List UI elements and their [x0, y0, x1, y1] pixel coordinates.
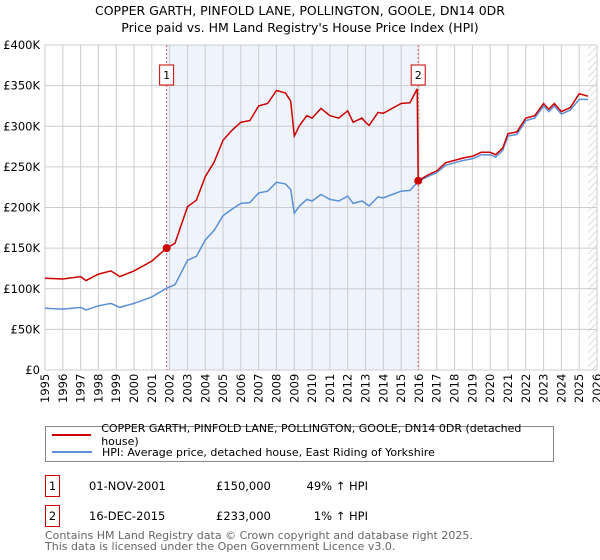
x-tick-label: 2012	[341, 374, 355, 403]
chart-title: COPPER GARTH, PINFOLD LANE, POLLINGTON, …	[94, 3, 505, 18]
transaction-row: 1 01-NOV-2001 £150,000 49% ↑ HPI	[45, 475, 445, 497]
legend-item-property: COPPER GARTH, PINFOLD LANE, POLLINGTON, …	[52, 422, 553, 448]
x-tick-label: 2000	[127, 374, 141, 403]
x-tick-label: 2026	[590, 374, 600, 403]
legend-swatch-blue	[52, 451, 92, 453]
footer-licence: This data is licensed under the Open Gov…	[45, 540, 396, 553]
x-tick-label: 2006	[234, 374, 248, 403]
legend-label: COPPER GARTH, PINFOLD LANE, POLLINGTON, …	[101, 422, 522, 448]
transaction-hpi: 49% ↑ HPI	[306, 479, 368, 493]
legend: COPPER GARTH, PINFOLD LANE, POLLINGTON, …	[45, 422, 554, 462]
x-tick-label: 2017	[430, 374, 444, 403]
y-tick-label: £400K	[3, 38, 40, 52]
marker-badge-label: 2	[415, 69, 422, 82]
x-tick-label: 2020	[483, 374, 497, 403]
x-tick-label: 2002	[163, 374, 177, 403]
y-tick-label: £350K	[3, 79, 40, 93]
x-tick-label: 2019	[465, 374, 479, 403]
x-tick-label: 2014	[376, 374, 390, 403]
x-tick-label: 2018	[448, 374, 462, 403]
y-tick-label: £50K	[11, 322, 41, 336]
x-tick-label: 2016	[412, 374, 426, 403]
y-tick-label: £0	[25, 363, 40, 377]
x-tick-label: 2007	[252, 374, 266, 403]
x-tick-label: 2023	[537, 374, 551, 403]
y-tick-label: £250K	[3, 160, 40, 174]
x-tick-label: 2003	[180, 374, 194, 403]
y-tick-label: £100K	[3, 282, 40, 296]
sale-point	[414, 176, 423, 185]
y-tick-label: £200K	[3, 201, 40, 215]
hpi-line	[44, 98, 589, 311]
x-tick-label: 2013	[359, 374, 373, 403]
x-tick-label: 2009	[287, 374, 301, 403]
x-tick-label: 2010	[305, 374, 319, 403]
transaction-badge: 1	[45, 475, 60, 497]
marker-badge	[159, 64, 175, 86]
transaction-date: 01-NOV-2001	[89, 479, 166, 493]
x-tick-label: 2001	[145, 374, 159, 403]
x-tick-label: 2024	[554, 374, 568, 403]
x-tick-label: 1995	[38, 374, 52, 403]
y-tick-label: £300K	[3, 119, 40, 133]
x-tick-label: 2011	[323, 374, 337, 403]
x-tick-label: 2025	[572, 374, 586, 403]
legend-label: HPI: Average price, detached house, East…	[102, 445, 435, 459]
marker-badge	[410, 64, 426, 86]
x-tick-label: 1997	[74, 374, 88, 403]
transaction-hpi: 1% ↑ HPI	[313, 509, 368, 523]
legend-swatch-red	[52, 434, 92, 436]
x-tick-label: 2021	[501, 374, 515, 403]
x-tick-label: 1996	[56, 374, 70, 403]
x-tick-label: 2004	[198, 374, 212, 403]
price-chart: 1995 1996 1997 1998 1999 2000 2001 2002 2003 2004…	[3, 38, 600, 403]
transaction-date: 16-DEC-2015	[89, 509, 166, 523]
marker-badge-label: 1	[163, 69, 170, 82]
transaction-price: £233,000	[216, 509, 271, 523]
x-tick-label: 2008	[269, 374, 283, 403]
footer-copyright: Contains HM Land Registry data © Crown c…	[45, 529, 473, 542]
transaction-row: 2 16-DEC-2015 £233,000 1% ↑ HPI	[45, 505, 445, 527]
legend-item-hpi: HPI: Average price, detached house, East…	[52, 444, 435, 460]
x-tick-label: 1999	[109, 374, 123, 403]
y-tick-label: £150K	[3, 241, 40, 255]
transaction-price: £150,000	[216, 479, 271, 493]
property-price-line	[44, 88, 589, 282]
sale-point	[162, 244, 171, 253]
x-tick-label: 2022	[519, 374, 533, 403]
x-tick-label: 1998	[91, 374, 105, 403]
chart-subtitle: Price paid vs. HM Land Registry's House …	[121, 20, 479, 35]
x-tick-label: 2015	[394, 374, 408, 403]
x-tick-label: 2005	[216, 374, 230, 403]
transaction-badge: 2	[45, 505, 60, 527]
